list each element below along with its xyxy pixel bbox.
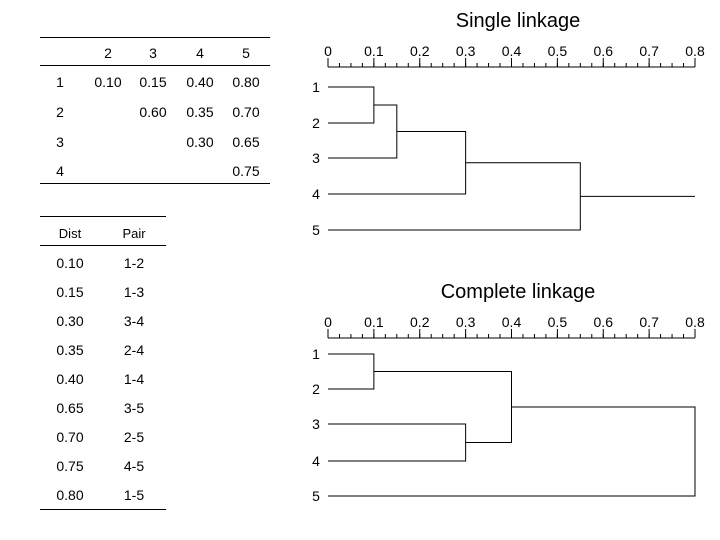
leaf-label: 3: [312, 416, 320, 432]
axis-tick-label: 0.6: [594, 43, 614, 59]
pair-pair: 4-5: [123, 458, 145, 474]
pair-pair: 1-5: [123, 487, 145, 503]
axis-tick-label: 0: [324, 314, 332, 330]
dendrogram-title: Single linkage: [456, 10, 581, 32]
merge-link: [328, 353, 375, 390]
matrix-row-label: 2: [56, 104, 64, 120]
matrix-header-rule: [40, 65, 270, 66]
axis-tick-label: 0.1: [364, 314, 384, 330]
axis-tick-label: 0.7: [639, 314, 659, 330]
pair-dist: 0.75: [56, 458, 84, 474]
axis-tick-label: 0.8: [685, 43, 705, 59]
axis-tick-label: 0.2: [410, 43, 430, 59]
axis-tick-label: 0.5: [548, 314, 568, 330]
matrix-cell: 0.65: [232, 134, 260, 150]
merge-link: [328, 406, 696, 497]
matrix-cell: 0.35: [186, 104, 214, 120]
axis-tick-label: 0.1: [364, 43, 384, 59]
pair-dist: 0.30: [56, 313, 84, 329]
matrix-row-label: 4: [56, 163, 64, 179]
matrix-cell: 0.80: [232, 74, 260, 90]
merge-link: [328, 104, 398, 159]
pair-header-rule: [40, 245, 166, 246]
matrix-cell: 0.10: [94, 74, 122, 90]
complete-linkage-dendrogram: Complete linkage 0 0.1 0.2 0.3 0.4 0.5 0.6 0.7 0.…: [312, 281, 705, 504]
pair-dist: 0.35: [56, 342, 84, 358]
leaf-label: 1: [312, 79, 320, 95]
axis-tick-label: 0.6: [594, 314, 614, 330]
matrix-cell: 0.60: [139, 104, 167, 120]
leaf-label: 1: [312, 346, 320, 362]
axis-tick-label: 0.4: [502, 43, 522, 59]
matrix-cell: 0.40: [186, 74, 214, 90]
axis-tick-label: 0.7: [639, 43, 659, 59]
axis-tick-label: 0.3: [456, 43, 476, 59]
pair-dist: 0.80: [56, 487, 84, 503]
pair-header-dist: Dist: [58, 226, 82, 241]
matrix-row-label: 3: [56, 134, 64, 150]
matrix-top-rule: [40, 37, 270, 38]
dendrogram-title: Complete linkage: [441, 281, 596, 303]
matrix-cell: 0.70: [232, 104, 260, 120]
matrix-cell: 0.30: [186, 134, 214, 150]
matrix-cell: 0.15: [139, 74, 167, 90]
matrix-col-header: 2: [104, 45, 112, 61]
pair-dist: 0.40: [56, 371, 84, 387]
leaf-label: 2: [312, 381, 320, 397]
pair-pair: 3-5: [123, 400, 145, 416]
pair-pair: 1-4: [123, 371, 145, 387]
merge-link: [373, 371, 512, 443]
axis-tick-label: 0.5: [548, 43, 568, 59]
pair-header-pair: Pair: [122, 226, 146, 241]
leaf-label: 5: [312, 222, 320, 238]
pair-pair: 1-2: [123, 255, 145, 271]
pair-dist: 0.65: [56, 400, 84, 416]
matrix-col-header: 3: [149, 45, 157, 61]
axis-tick-label: 0.2: [410, 314, 430, 330]
axis-tick-label: 0.3: [456, 314, 476, 330]
merge-link: [328, 162, 581, 231]
leaf-label: 2: [312, 115, 320, 131]
pair-pair: 3-4: [123, 313, 145, 329]
matrix-col-header: 4: [196, 45, 204, 61]
axis-tick-label: 0.8: [685, 314, 705, 330]
pair-pair: 2-5: [123, 429, 145, 445]
pair-pair: 1-3: [123, 284, 145, 300]
pair-dist: 0.15: [56, 284, 84, 300]
leaf-label: 3: [312, 150, 320, 166]
leaf-label: 5: [312, 488, 320, 504]
matrix-bottom-rule: [40, 183, 270, 184]
matrix-row-label: 1: [56, 74, 64, 90]
pair-dist: 0.70: [56, 429, 84, 445]
pair-dist: 0.10: [56, 255, 84, 271]
pair-pair: 2-4: [123, 342, 145, 358]
merge-link: [328, 86, 375, 124]
matrix-cell: 0.75: [232, 163, 260, 179]
pair-bottom-rule: [40, 509, 166, 510]
axis-tick-label: 0.4: [502, 314, 522, 330]
merge-link: [328, 423, 467, 462]
pair-top-rule: [40, 216, 166, 217]
matrix-col-header: 5: [242, 45, 250, 61]
single-linkage-dendrogram: Single linkage 0 0.1 0.2 0.3 0.4 0.5 0.6 0.7 0.8 1…: [312, 10, 705, 238]
axis-tick-label: 0: [324, 43, 332, 59]
leaf-label: 4: [312, 186, 320, 202]
leaf-label: 4: [312, 453, 320, 469]
